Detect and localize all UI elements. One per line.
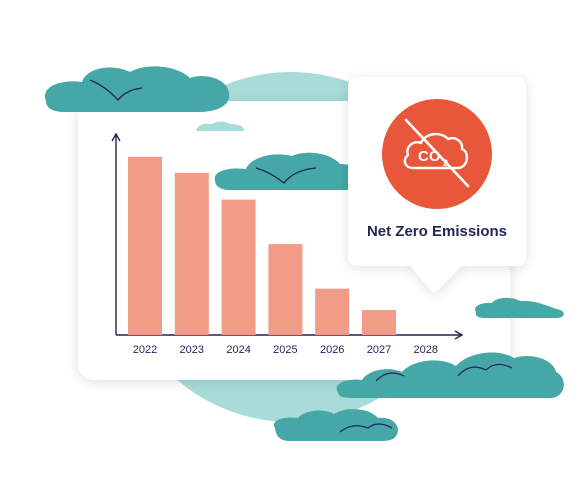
bar-chart: 2022 2023 2024 2025 2026 2027 2028 [111, 132, 464, 356]
cloud-bottom-center [273, 409, 398, 441]
bars-group [128, 156, 396, 335]
tick-labels-group: 2022 2023 2024 2025 2026 2027 2028 [133, 344, 438, 356]
cloud-bottom-right [336, 352, 564, 398]
x-tick-label: 2022 [133, 344, 157, 356]
cloud-top-left [44, 66, 230, 112]
x-tick-label: 2027 [367, 344, 391, 356]
badge-label: Net Zero Emissions [367, 223, 507, 240]
bar-2027 [362, 310, 396, 335]
bar-2024 [221, 199, 256, 335]
co2-crossed-cloud-icon: CO 2 [403, 118, 470, 188]
cloud-middle [214, 152, 368, 190]
x-tick-label: 2025 [273, 344, 297, 356]
co2-text: CO [418, 148, 441, 165]
x-tick-label: 2028 [414, 344, 438, 356]
bar-2022 [128, 156, 162, 335]
cloud-right-thin [475, 297, 564, 318]
bar-2025 [268, 244, 303, 335]
x-tick-label: 2023 [180, 344, 204, 356]
small-cloud-top [196, 121, 244, 131]
bar-2026 [315, 288, 350, 335]
net-zero-callout: CO 2 Net Zero Emissions [348, 77, 526, 294]
x-tick-label: 2026 [320, 344, 344, 356]
x-tick-label: 2024 [226, 344, 250, 356]
bar-2023 [174, 172, 209, 335]
